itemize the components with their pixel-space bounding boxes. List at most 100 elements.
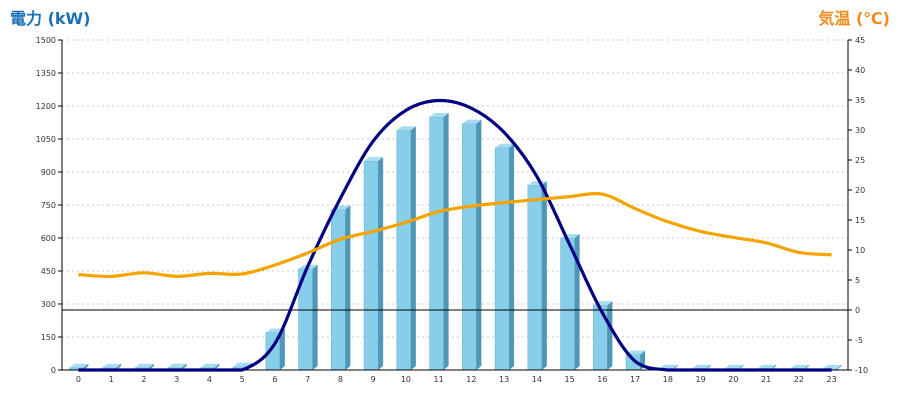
bar-side bbox=[410, 126, 416, 370]
bar-front bbox=[527, 184, 543, 371]
bar-side bbox=[836, 364, 842, 370]
x-tick-label: 20 bbox=[728, 375, 738, 384]
bar-front bbox=[396, 129, 412, 371]
bar-front bbox=[462, 123, 477, 371]
bar-top bbox=[757, 364, 777, 369]
x-tick-label: 8 bbox=[338, 375, 343, 384]
x-tick-label: 7 bbox=[305, 375, 310, 384]
bar-side bbox=[312, 264, 318, 370]
right-tick-label: 25 bbox=[855, 156, 865, 165]
x-tick-label: 11 bbox=[434, 375, 444, 384]
power-bar bbox=[429, 113, 449, 371]
x-tick-label: 13 bbox=[499, 375, 509, 384]
right-tick-label: -5 bbox=[855, 336, 863, 345]
left-tick-label: 150 bbox=[41, 333, 56, 342]
bar-top bbox=[658, 364, 678, 369]
tick-labels: 01503004506007509001050120013501500-10-5… bbox=[36, 36, 868, 384]
x-tick-label: 5 bbox=[240, 375, 245, 384]
left-tick-label: 750 bbox=[41, 201, 56, 210]
x-tick-label: 2 bbox=[141, 375, 146, 384]
bar-top bbox=[691, 364, 711, 369]
bar-top bbox=[102, 363, 122, 368]
x-tick-label: 12 bbox=[466, 375, 476, 384]
bar-top bbox=[134, 363, 154, 368]
bar-top bbox=[626, 350, 646, 355]
right-tick-label: 5 bbox=[855, 276, 860, 285]
bar-side bbox=[541, 181, 547, 370]
power-bar bbox=[396, 126, 416, 371]
right-axis-title: 気温 (℃) bbox=[818, 9, 890, 28]
bar-top bbox=[364, 157, 384, 161]
right-tick-label: 10 bbox=[855, 246, 865, 255]
bar-top bbox=[822, 364, 842, 369]
power-bar bbox=[265, 328, 285, 371]
power-bar bbox=[593, 301, 613, 371]
bar-side bbox=[378, 157, 384, 370]
bar-side bbox=[476, 119, 482, 370]
power-bar bbox=[331, 205, 351, 371]
right-tick-label: 20 bbox=[855, 186, 865, 195]
bar-top bbox=[789, 364, 809, 369]
x-tick-label: 21 bbox=[761, 375, 771, 384]
left-tick-label: 0 bbox=[51, 366, 56, 375]
x-tick-label: 4 bbox=[207, 375, 212, 384]
power-bar bbox=[494, 143, 515, 371]
bar-side bbox=[443, 113, 449, 370]
bar-side bbox=[509, 143, 515, 370]
bar-top bbox=[429, 113, 449, 117]
right-tick-label: 0 bbox=[855, 306, 860, 315]
bar-side bbox=[574, 234, 580, 370]
right-tick-label: -10 bbox=[855, 366, 868, 375]
x-tick-label: 16 bbox=[597, 375, 607, 384]
bar-front bbox=[494, 147, 510, 371]
x-tick-label: 15 bbox=[565, 375, 575, 384]
left-tick-label: 300 bbox=[41, 300, 56, 309]
right-tick-label: 35 bbox=[855, 96, 865, 105]
bar-top bbox=[724, 364, 744, 369]
temperature-line bbox=[78, 192, 832, 279]
power-bar bbox=[298, 264, 318, 371]
left-tick-label: 450 bbox=[41, 267, 56, 276]
x-tick-label: 19 bbox=[696, 375, 706, 384]
x-tick-label: 9 bbox=[371, 375, 376, 384]
power-bars bbox=[69, 113, 842, 371]
bar-top bbox=[69, 363, 89, 368]
bar-top bbox=[233, 362, 253, 367]
x-tick-label: 23 bbox=[827, 375, 837, 384]
power-bar bbox=[363, 157, 384, 371]
right-tick-label: 45 bbox=[855, 36, 865, 45]
bar-front bbox=[560, 237, 575, 371]
power-curve-line bbox=[78, 98, 832, 372]
left-tick-label: 900 bbox=[41, 168, 56, 177]
x-tick-label: 14 bbox=[532, 375, 542, 384]
series-lines bbox=[78, 98, 832, 372]
x-tick-label: 18 bbox=[663, 375, 673, 384]
left-tick-label: 1500 bbox=[36, 36, 56, 45]
right-tick-label: 40 bbox=[855, 66, 865, 75]
x-tick-label: 17 bbox=[630, 375, 640, 384]
bar-top bbox=[167, 363, 187, 368]
bar-side bbox=[345, 205, 351, 370]
x-tick-label: 3 bbox=[174, 375, 179, 384]
bar-top bbox=[462, 119, 482, 124]
left-axis-title: 電力 (kW) bbox=[10, 9, 91, 28]
bar-top bbox=[495, 143, 515, 148]
bar-top bbox=[396, 126, 416, 131]
left-tick-label: 1200 bbox=[36, 102, 56, 111]
x-tick-label: 0 bbox=[76, 375, 81, 384]
bar-front bbox=[331, 209, 346, 371]
bar-front bbox=[429, 116, 444, 371]
bar-side bbox=[607, 301, 613, 370]
bar-side bbox=[279, 328, 285, 370]
x-tick-label: 22 bbox=[794, 375, 804, 384]
power-bar bbox=[560, 234, 580, 371]
x-tick-label: 1 bbox=[109, 375, 114, 384]
right-tick-label: 15 bbox=[855, 216, 865, 225]
gridlines bbox=[62, 39, 848, 338]
left-tick-label: 1050 bbox=[36, 135, 56, 144]
left-tick-label: 1350 bbox=[36, 69, 56, 78]
bar-top bbox=[200, 363, 220, 368]
right-tick-label: 30 bbox=[855, 126, 865, 135]
x-tick-label: 10 bbox=[401, 375, 411, 384]
